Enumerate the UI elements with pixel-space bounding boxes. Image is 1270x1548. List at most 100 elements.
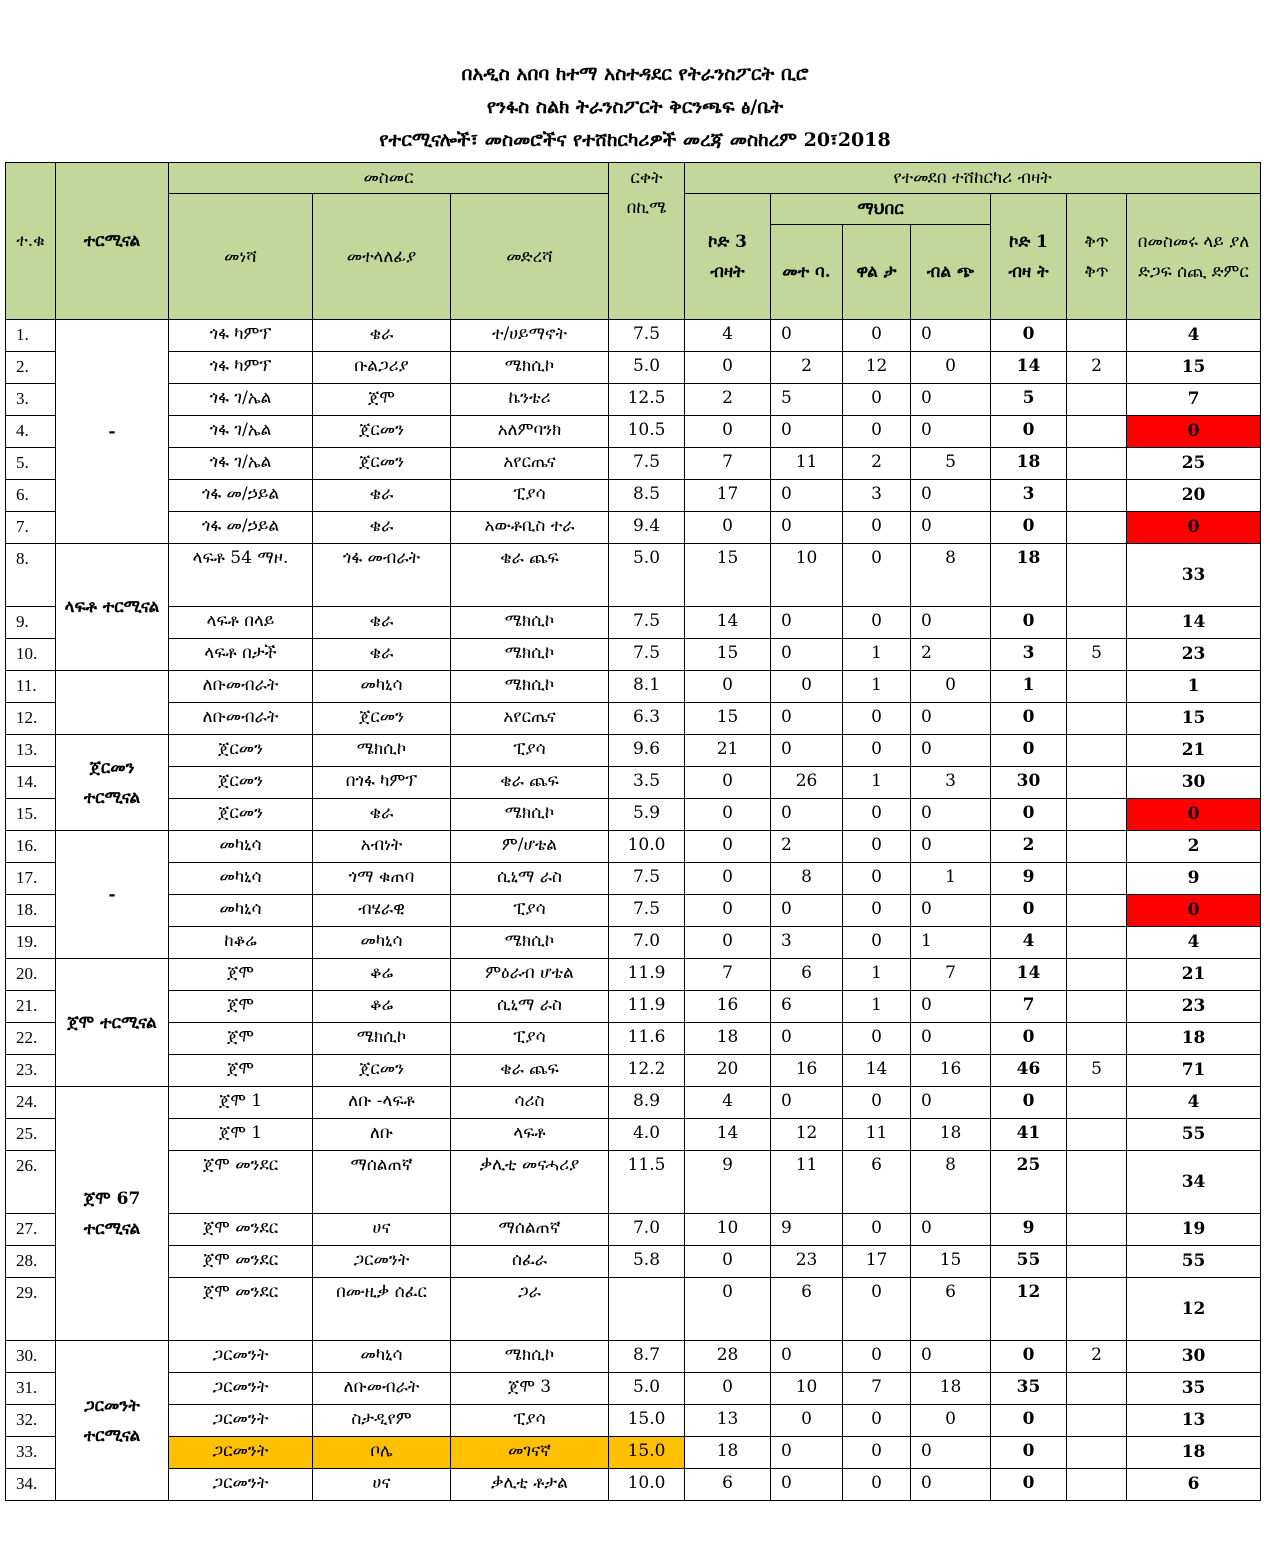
code3-cell: 7 [684, 447, 772, 480]
table-row: 20. ጀሞ ተርሚናል ጀሞ ቆሬ ምዕራብ ሆቴል 11.9 7 6 1 7 14 21 [5, 958, 1262, 1087]
origin-cell: ጎፋ ገ/ኤል [168, 447, 313, 480]
via-cell: ቆሬ [312, 990, 451, 1023]
direct-cell: 5 [1066, 1054, 1128, 1087]
direct-cell [1066, 990, 1128, 1023]
direct-cell [1066, 543, 1128, 607]
row-number-cell: 12. [5, 702, 56, 735]
row-number-cell: 2. [5, 351, 56, 384]
via-cell: ቦሌ [312, 1436, 451, 1469]
code3-cell: 0 [684, 830, 772, 863]
destination-cell: ቄራ ጨፍ [449, 1054, 610, 1087]
via-cell: ቄራ [312, 319, 451, 352]
total-cell: 18 [1126, 1436, 1262, 1469]
bilchi-cell: 0 [910, 670, 992, 703]
distance-cell: 6.3 [608, 702, 686, 735]
direct-cell: 2 [1066, 1340, 1128, 1373]
row-number-cell: 30. [5, 1340, 56, 1373]
bilchi-cell: 15 [910, 1245, 992, 1278]
bilchi-cell: 0 [910, 479, 992, 512]
distance-cell: 12.5 [608, 383, 686, 416]
header-route: መስመር [167, 162, 610, 194]
destination-cell: አለምባንክ [449, 415, 610, 448]
total-cell: 0 [1126, 415, 1262, 448]
row-number-cell: 3. [5, 383, 56, 416]
title-line-1: በአዲስ አበባ ከተማ አስተዳደር የትራንስፖርት ቢሮ [461, 63, 809, 85]
row-number-cell: 22. [5, 1022, 56, 1055]
code1-cell: 0 [990, 606, 1068, 639]
code1-cell: 35 [990, 1372, 1068, 1405]
direct-cell [1066, 479, 1128, 512]
origin-cell: ጋርመንት [168, 1436, 313, 1469]
destination-cell: ቃሊቲ መናሓሪያ [449, 1150, 610, 1214]
via-cell: ብሄራዊ [312, 894, 451, 927]
table-row: 26. ጀሞ መንደር ማሰልጠኛ ቃሊቲ መናሓሪያ 11.5 9 11 6 8 25 34 [5, 1150, 1262, 1214]
walta-cell: 0 [842, 1022, 912, 1055]
bilchi-cell: 0 [910, 415, 992, 448]
origin-cell: መካኒሳ [168, 830, 313, 863]
header-assigned-vehicles: የተመደበ ተሸከርካሪ ብዛት [684, 162, 1262, 194]
row-number-cell: 26. [5, 1150, 56, 1214]
destination-cell: ሜክሲኮ [449, 638, 610, 671]
distance-cell: 7.5 [608, 862, 686, 895]
bilchi-cell: 0 [910, 1436, 992, 1469]
row-number-cell: 25. [5, 1118, 56, 1151]
table-row: 34. ጋርመንት ሀና ቃሊቲ ቶታል 10.0 6 0 0 0 0 6 [5, 1468, 1262, 1501]
meteba-cell: 9 [770, 1213, 844, 1246]
destination-cell: ቄራ ጨፍ [449, 543, 610, 607]
total-cell: 21 [1126, 958, 1262, 991]
bilchi-cell: 8 [910, 1150, 992, 1214]
table-body: 1. - ጎፋ ካምፕ ቄራ ተ/ሀይማኖት 7.5 4 0 0 0 0 4 2. ጎፋ ካምፕ ቡልጋሪያ… [5, 319, 1262, 1501]
distance-cell: 8.5 [608, 479, 686, 512]
code1-cell: 0 [990, 798, 1068, 831]
meteba-cell: 0 [770, 1086, 844, 1119]
code1-cell: 0 [990, 734, 1068, 767]
walta-cell: 0 [842, 383, 912, 416]
via-cell: ቄራ [312, 479, 451, 512]
distance-cell: 7.5 [608, 638, 686, 671]
bilchi-cell: 8 [910, 543, 992, 607]
walta-cell: 0 [842, 1468, 912, 1501]
meteba-cell: 0 [770, 1404, 844, 1437]
origin-cell: ላፍቶ በታች [168, 638, 313, 671]
bilchi-cell: 0 [910, 830, 992, 863]
origin-cell: ጀሞ [168, 1054, 313, 1087]
code3-cell: 20 [684, 1054, 772, 1087]
table-row: 27. ጀሞ መንደር ሀና ማሰልጠኛ 7.0 10 9 0 0 9 19 [5, 1213, 1262, 1246]
code3-cell: 4 [684, 319, 772, 352]
bilchi-cell: 0 [910, 1086, 992, 1119]
walta-cell: 3 [842, 479, 912, 512]
code3-cell: 0 [684, 1372, 772, 1405]
direct-cell [1066, 319, 1128, 352]
origin-cell: ለቡመብራት [168, 702, 313, 735]
walta-cell: 0 [842, 1213, 912, 1246]
row-number-cell: 29. [5, 1277, 56, 1341]
meteba-cell: 10 [770, 1372, 844, 1405]
destination-cell: ሲኒማ ራስ [449, 862, 610, 895]
meteba-cell: 0 [770, 479, 844, 512]
meteba-cell: 23 [770, 1245, 844, 1278]
code3-cell: 18 [684, 1436, 772, 1469]
origin-cell: ጎፋ ገ/ኤል [168, 383, 313, 416]
row-number-cell: 32. [5, 1404, 56, 1437]
destination-cell: ፒያሳ [449, 1022, 610, 1055]
distance-cell: 8.9 [608, 1086, 686, 1119]
header-bilchi: ብል ጭ [910, 224, 992, 320]
total-cell: 6 [1126, 1468, 1262, 1501]
bilchi-cell: 3 [910, 766, 992, 799]
code1-cell: 18 [990, 447, 1068, 480]
distance-cell: 10.0 [608, 1468, 686, 1501]
direct-cell [1066, 862, 1128, 895]
bilchi-cell: 0 [910, 511, 992, 544]
meteba-cell: 2 [770, 830, 844, 863]
direct-cell [1066, 798, 1128, 831]
code1-cell: 0 [990, 1086, 1068, 1119]
code3-cell: 21 [684, 734, 772, 767]
distance-cell: 10.5 [608, 415, 686, 448]
bilchi-cell: 18 [910, 1372, 992, 1405]
header-walta: ዋል ታ [842, 224, 912, 320]
walta-cell: 1 [842, 958, 912, 991]
origin-cell: ጎፋ ካምፕ [168, 351, 313, 384]
via-cell: ጎማ ቁጠባ [312, 862, 451, 895]
total-cell: 15 [1126, 702, 1262, 735]
code1-cell: 0 [990, 1468, 1068, 1501]
